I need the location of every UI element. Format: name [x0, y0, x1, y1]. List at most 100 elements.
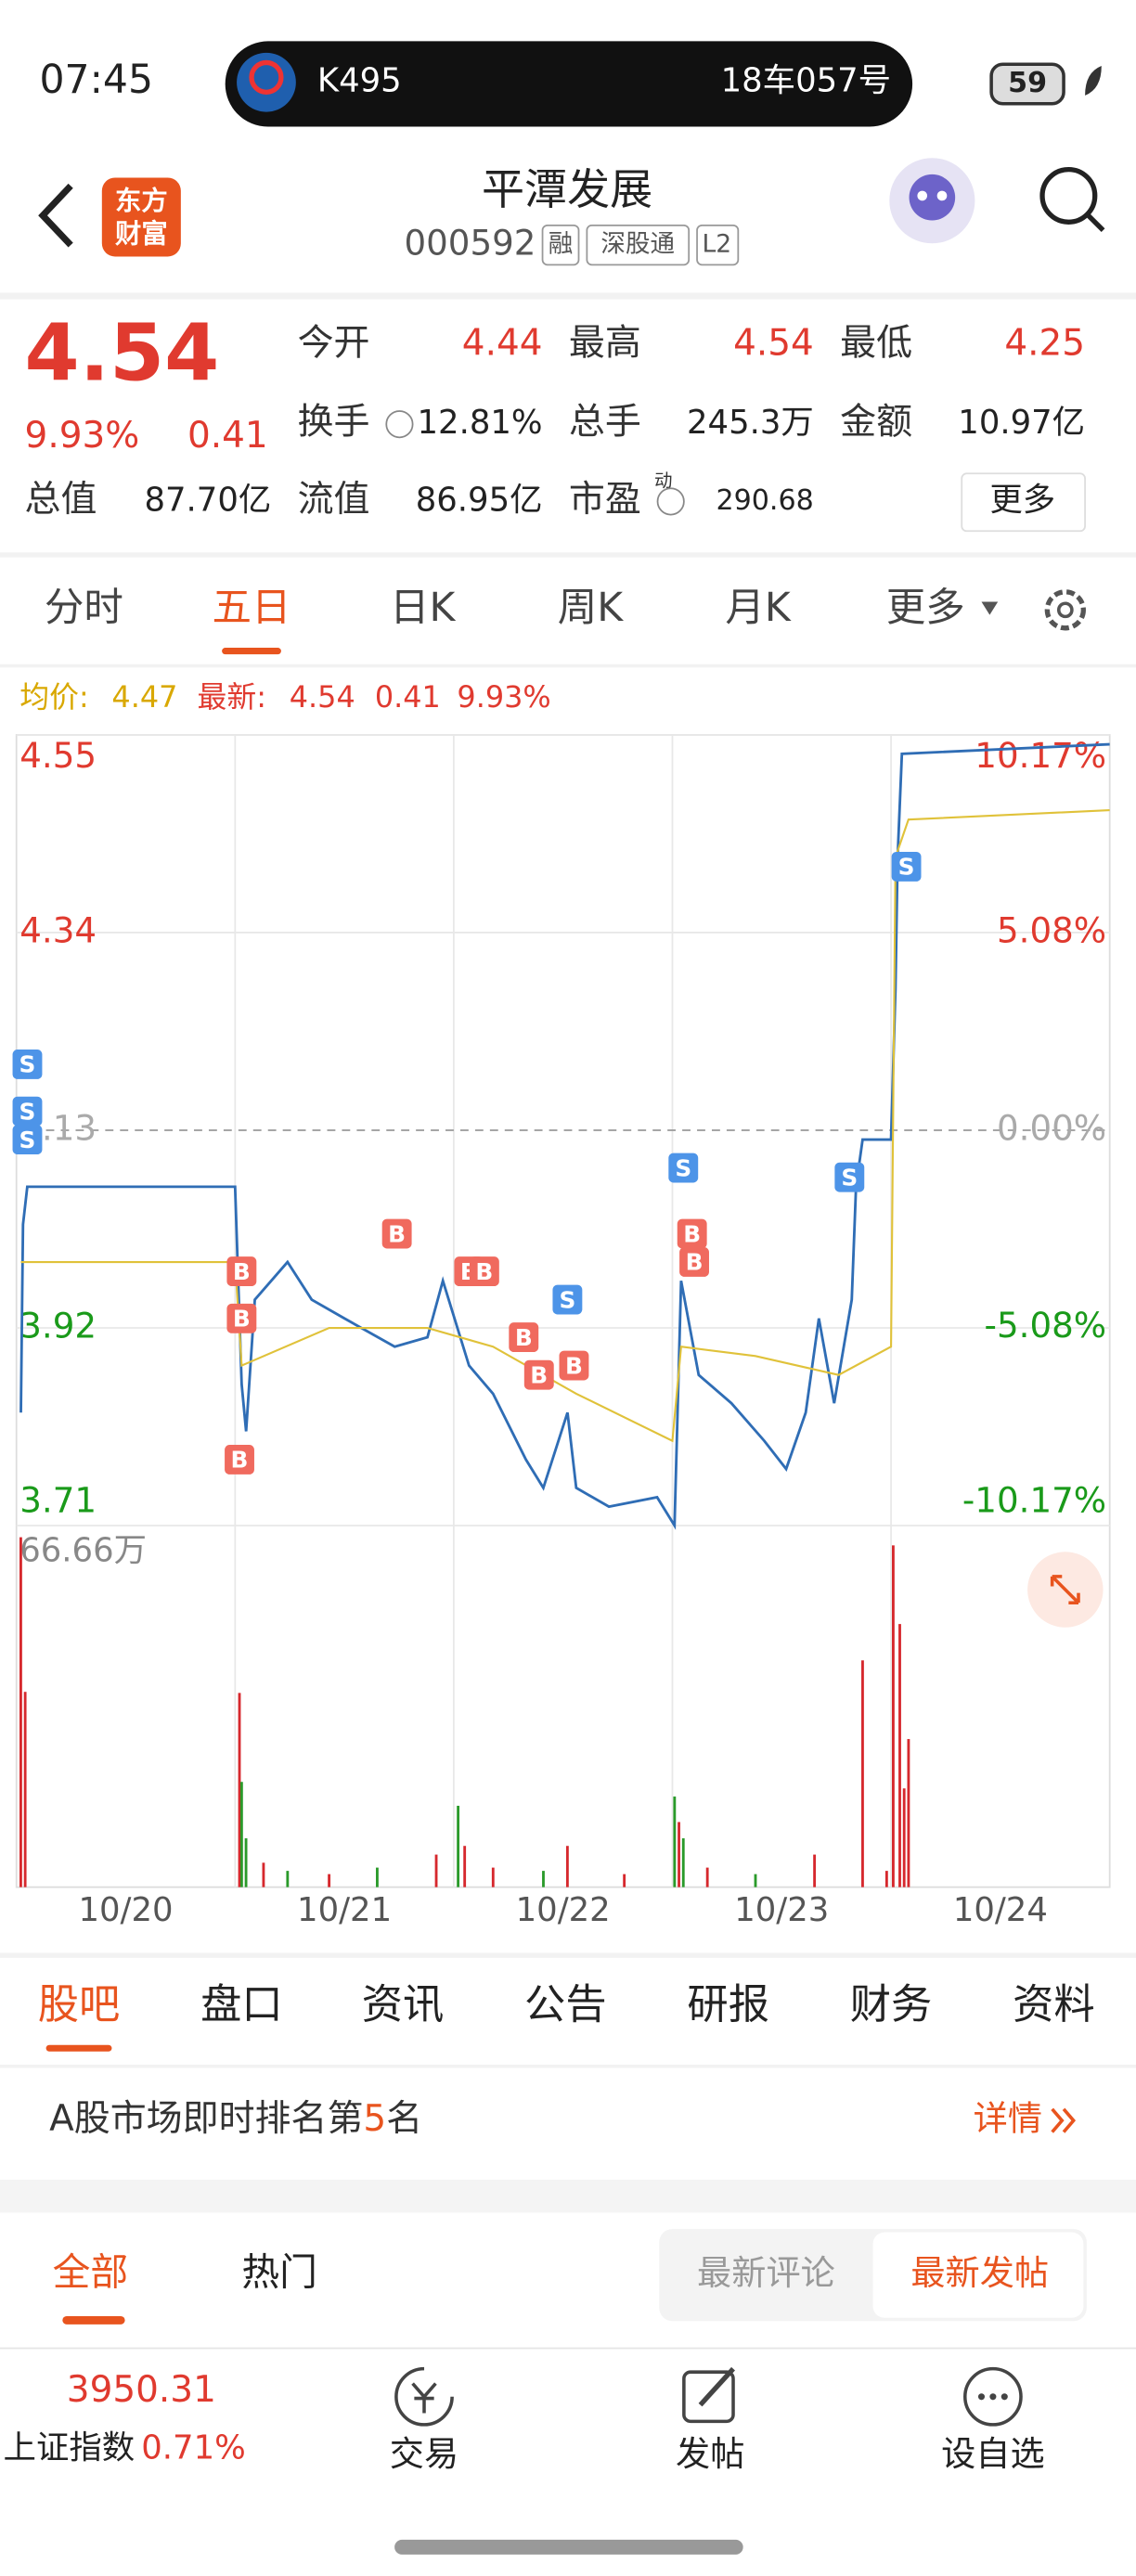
stock-name: 平潭发展	[482, 164, 652, 214]
volume-bar	[328, 1874, 331, 1887]
volume-bar	[244, 1838, 248, 1887]
nav-item[interactable]: 发帖	[676, 2433, 744, 2474]
section-tab[interactable]: 盘口	[200, 1981, 283, 2029]
trade-marker-label: B	[683, 1220, 701, 1247]
trade-marker[interactable]	[12, 1096, 43, 1127]
more-button[interactable]	[961, 472, 1086, 533]
sort-tab-active[interactable]: 最新发帖	[910, 2252, 1049, 2293]
section-tab[interactable]: 公告	[524, 1981, 607, 2029]
trade-marker-label: B	[515, 1324, 533, 1351]
period-tab[interactable]: 月K	[725, 586, 792, 631]
volume-bar	[238, 1693, 241, 1887]
trade-marker[interactable]	[12, 1050, 43, 1079]
volume-bar	[623, 1874, 626, 1887]
trade-marker[interactable]	[677, 1218, 707, 1249]
volume-bar	[673, 1797, 677, 1887]
y-tick-label: 4.34	[19, 909, 97, 950]
volume-bar	[705, 1867, 709, 1887]
last-price: 4.54	[25, 308, 220, 400]
feed-tab-active[interactable]: 全部	[53, 2250, 128, 2295]
divider	[0, 2064, 1136, 2068]
index-line: 上证指数 0.71%	[4, 2428, 246, 2467]
section-tab[interactable]: 资讯	[362, 1981, 445, 2029]
period-tab[interactable]: 周K	[558, 586, 624, 631]
volume-bar	[542, 1871, 545, 1887]
trade-marker-label: B	[686, 1249, 704, 1276]
legend-value: 4.47	[111, 679, 177, 715]
chevrons	[1051, 2107, 1077, 2133]
y2-tick-label: -5.08%	[985, 1305, 1107, 1346]
volume-bar	[681, 1838, 685, 1887]
trade-marker-label: B	[565, 1352, 583, 1379]
trade-marker[interactable]	[891, 852, 922, 882]
trade-marker[interactable]	[523, 1359, 554, 1390]
divider	[0, 663, 1136, 668]
ranking-number: 5	[363, 2098, 386, 2140]
trade-marker[interactable]	[559, 1350, 589, 1381]
trade-marker-label: S	[559, 1286, 575, 1313]
y2-tick-label: 0.00%	[997, 1107, 1106, 1148]
trade-marker[interactable]	[225, 1445, 254, 1475]
stock-code: 000592	[404, 223, 536, 264]
volume-bar	[239, 1782, 243, 1887]
tab-underline	[45, 2044, 112, 2052]
feed-tab[interactable]: 热门	[241, 2250, 316, 2295]
trade-marker[interactable]	[834, 1162, 865, 1192]
stat-label: 市盈	[569, 479, 641, 521]
trade-marker[interactable]	[381, 1218, 412, 1249]
search-button[interactable]	[1039, 166, 1098, 225]
tab-underline	[62, 2315, 125, 2325]
trade-marker[interactable]	[679, 1247, 709, 1277]
ranking-link[interactable]: 详情	[974, 2098, 1042, 2139]
legend-label: 均价:	[19, 679, 89, 715]
stat-sup: 动	[654, 470, 672, 492]
volume-max-label: 66.66万	[19, 1531, 147, 1569]
avatar-eye	[936, 190, 948, 201]
info-icon	[656, 487, 685, 516]
settings-button[interactable]	[1044, 589, 1086, 631]
trade-marker[interactable]	[226, 1303, 257, 1333]
sort-tab[interactable]: 最新评论	[697, 2252, 835, 2293]
yen-sign	[411, 2382, 437, 2414]
section-tab[interactable]: 资料	[1013, 1981, 1095, 2029]
trade-marker-label: B	[388, 1220, 406, 1247]
post-icon	[682, 2370, 735, 2424]
battery	[989, 62, 1065, 106]
section-tab[interactable]: 财务	[850, 1981, 933, 2029]
trade-marker[interactable]	[469, 1256, 499, 1287]
period-tab[interactable]: 分时	[45, 586, 123, 631]
period-tab-active[interactable]: 五日	[213, 586, 291, 631]
nav-item[interactable]: 设自选	[941, 2433, 1045, 2474]
app-logo	[101, 177, 181, 257]
nav-item[interactable]: 交易	[390, 2433, 458, 2474]
volume-bar	[286, 1871, 290, 1887]
trade-marker-label: S	[19, 1051, 36, 1078]
volume-bar	[457, 1805, 460, 1887]
rail-logo	[237, 52, 296, 112]
index-value[interactable]: 3950.31	[67, 2369, 216, 2411]
status-time: 07:45	[40, 58, 153, 103]
period-tab[interactable]: 日K	[390, 586, 456, 631]
stat-label: 总值	[25, 479, 97, 521]
trade-marker-label: S	[841, 1164, 858, 1191]
live-activity-pill[interactable]	[225, 41, 913, 127]
period-tab[interactable]: 更多	[886, 586, 965, 631]
trade-marker[interactable]	[12, 1125, 43, 1155]
x-tick-label: 10/22	[516, 1891, 611, 1929]
volume-bar	[892, 1545, 895, 1887]
x-tick-label: 10/20	[78, 1891, 173, 1929]
trade-marker[interactable]	[668, 1153, 699, 1183]
volume-bar	[23, 1692, 27, 1887]
trade-marker-label: S	[19, 1098, 36, 1125]
tag-box	[586, 224, 691, 266]
back-button[interactable]	[38, 183, 73, 248]
spacer	[0, 2179, 1136, 2213]
trade-marker[interactable]	[509, 1322, 539, 1353]
section-tab[interactable]: 研报	[687, 1981, 769, 2029]
stats-grid: 今开 4.44 最高 4.54 最低 4.25 换手 12.81% 总手 245.3万 金额 10.9…	[25, 323, 1086, 521]
trade-marker[interactable]	[226, 1256, 257, 1287]
trade-marker[interactable]	[552, 1284, 583, 1315]
trade-marker-label: S	[675, 1154, 691, 1181]
section-tab-active[interactable]: 股吧	[38, 1981, 121, 2029]
